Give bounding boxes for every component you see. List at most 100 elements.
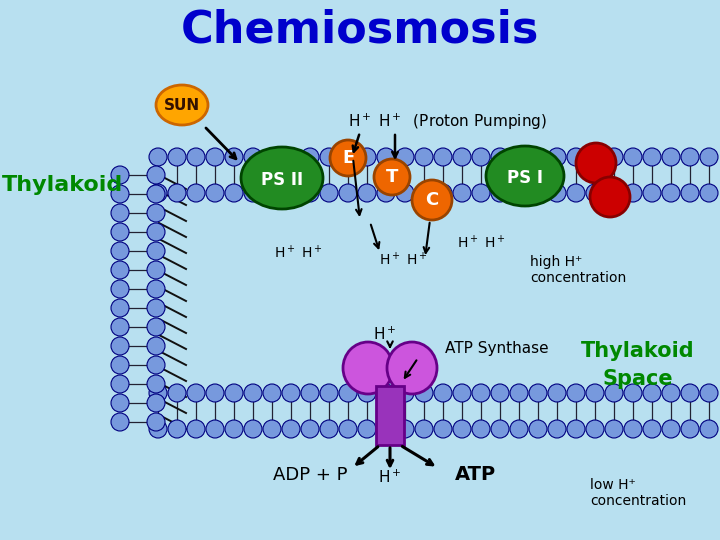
Circle shape bbox=[111, 299, 129, 317]
Circle shape bbox=[662, 420, 680, 438]
Text: ATP Synthase: ATP Synthase bbox=[445, 341, 549, 355]
Text: ADP + P: ADP + P bbox=[273, 466, 347, 484]
Circle shape bbox=[358, 148, 376, 166]
Circle shape bbox=[168, 184, 186, 202]
Circle shape bbox=[244, 420, 262, 438]
Text: H$^+$ H$^+$: H$^+$ H$^+$ bbox=[379, 251, 428, 268]
Text: H$^+$: H$^+$ bbox=[373, 326, 397, 343]
Circle shape bbox=[548, 384, 566, 402]
Circle shape bbox=[396, 420, 414, 438]
Circle shape bbox=[491, 420, 509, 438]
Circle shape bbox=[301, 384, 319, 402]
Circle shape bbox=[567, 384, 585, 402]
Circle shape bbox=[624, 420, 642, 438]
Circle shape bbox=[187, 384, 205, 402]
Text: H$^+$: H$^+$ bbox=[378, 469, 402, 486]
Circle shape bbox=[624, 384, 642, 402]
Text: E: E bbox=[342, 149, 354, 167]
Circle shape bbox=[301, 184, 319, 202]
Circle shape bbox=[147, 356, 165, 374]
Circle shape bbox=[263, 148, 281, 166]
Circle shape bbox=[700, 420, 718, 438]
Circle shape bbox=[605, 384, 623, 402]
Text: SUN: SUN bbox=[164, 98, 200, 112]
Circle shape bbox=[149, 148, 167, 166]
Circle shape bbox=[605, 184, 623, 202]
Circle shape bbox=[472, 420, 490, 438]
Circle shape bbox=[339, 420, 357, 438]
Circle shape bbox=[510, 148, 528, 166]
Circle shape bbox=[377, 184, 395, 202]
Circle shape bbox=[282, 384, 300, 402]
Text: Thylakoid: Thylakoid bbox=[1, 175, 122, 195]
Circle shape bbox=[453, 184, 471, 202]
Circle shape bbox=[206, 148, 224, 166]
Circle shape bbox=[358, 384, 376, 402]
FancyBboxPatch shape bbox=[376, 386, 404, 445]
Circle shape bbox=[168, 384, 186, 402]
Circle shape bbox=[111, 394, 129, 412]
Circle shape bbox=[320, 384, 338, 402]
Circle shape bbox=[147, 394, 165, 412]
Circle shape bbox=[147, 185, 165, 203]
Circle shape bbox=[681, 148, 699, 166]
Circle shape bbox=[643, 148, 661, 166]
Ellipse shape bbox=[156, 85, 208, 125]
Circle shape bbox=[567, 420, 585, 438]
Circle shape bbox=[147, 413, 165, 431]
Circle shape bbox=[396, 384, 414, 402]
Ellipse shape bbox=[343, 342, 393, 394]
Circle shape bbox=[147, 375, 165, 393]
Circle shape bbox=[576, 143, 616, 183]
Circle shape bbox=[434, 184, 452, 202]
Circle shape bbox=[282, 148, 300, 166]
Circle shape bbox=[320, 148, 338, 166]
Circle shape bbox=[225, 148, 243, 166]
Circle shape bbox=[149, 384, 167, 402]
Circle shape bbox=[415, 184, 433, 202]
Circle shape bbox=[263, 184, 281, 202]
Circle shape bbox=[567, 148, 585, 166]
Circle shape bbox=[662, 384, 680, 402]
Circle shape bbox=[282, 420, 300, 438]
Circle shape bbox=[187, 184, 205, 202]
Circle shape bbox=[472, 148, 490, 166]
Circle shape bbox=[548, 420, 566, 438]
Circle shape bbox=[339, 148, 357, 166]
Circle shape bbox=[472, 384, 490, 402]
Circle shape bbox=[147, 204, 165, 222]
Circle shape bbox=[263, 420, 281, 438]
Text: PS I: PS I bbox=[507, 169, 543, 187]
Circle shape bbox=[374, 159, 410, 195]
Text: C: C bbox=[426, 191, 438, 209]
Text: H$^+$ H$^+$: H$^+$ H$^+$ bbox=[274, 244, 323, 261]
Circle shape bbox=[529, 420, 547, 438]
Circle shape bbox=[111, 375, 129, 393]
Circle shape bbox=[320, 420, 338, 438]
Circle shape bbox=[643, 184, 661, 202]
Circle shape bbox=[586, 420, 604, 438]
Circle shape bbox=[681, 420, 699, 438]
Circle shape bbox=[111, 337, 129, 355]
Circle shape bbox=[111, 356, 129, 374]
Circle shape bbox=[434, 148, 452, 166]
Circle shape bbox=[700, 384, 718, 402]
Circle shape bbox=[453, 420, 471, 438]
Circle shape bbox=[491, 384, 509, 402]
Circle shape bbox=[206, 184, 224, 202]
Circle shape bbox=[529, 384, 547, 402]
Circle shape bbox=[225, 184, 243, 202]
Circle shape bbox=[510, 184, 528, 202]
Circle shape bbox=[358, 420, 376, 438]
Circle shape bbox=[339, 184, 357, 202]
Circle shape bbox=[643, 384, 661, 402]
Ellipse shape bbox=[387, 342, 437, 394]
Text: high H⁺
concentration: high H⁺ concentration bbox=[530, 255, 626, 285]
Text: H$^+$ H$^+$  (Proton Pumping): H$^+$ H$^+$ (Proton Pumping) bbox=[348, 112, 547, 132]
Circle shape bbox=[111, 204, 129, 222]
Circle shape bbox=[643, 420, 661, 438]
Text: Thylakoid
Space: Thylakoid Space bbox=[581, 341, 695, 389]
Circle shape bbox=[700, 148, 718, 166]
Circle shape bbox=[301, 420, 319, 438]
Circle shape bbox=[147, 299, 165, 317]
